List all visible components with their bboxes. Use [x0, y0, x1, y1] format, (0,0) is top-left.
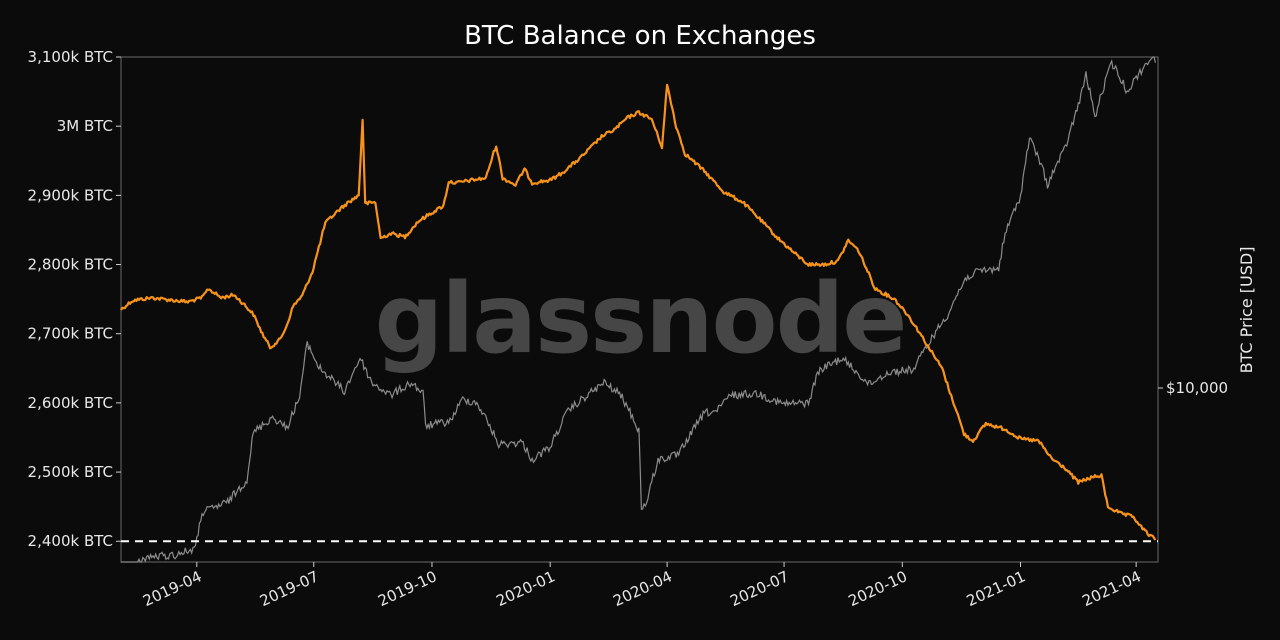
- x-tick-label: 2021-01: [964, 567, 1028, 610]
- left-y-axis: 2,400k BTC 2,500k BTC 2,600k BTC 2,700k BTC…: [28, 48, 121, 550]
- y-tick-label: 2,500k BTC: [28, 463, 113, 481]
- exchange-balance-line: [120, 83, 1157, 541]
- y-tick-label: 2,400k BTC: [28, 532, 113, 550]
- y-tick-label: 2,800k BTC: [28, 256, 113, 274]
- y-tick-label: 2,900k BTC: [28, 186, 113, 204]
- x-tick-label: 2019-10: [375, 567, 439, 610]
- x-tick-label: 2020-07: [727, 567, 791, 610]
- y-tick-label: 3M BTC: [57, 117, 113, 135]
- x-tick-label: 2020-04: [610, 567, 674, 610]
- y-tick-label: 3,100k BTC: [28, 48, 113, 66]
- right-y-tick-label: $10,000: [1166, 379, 1228, 397]
- watermark-logo: glassnode: [375, 263, 906, 375]
- right-y-axis: $10,000: [1158, 379, 1228, 397]
- right-y-axis-label: BTC Price [USD]: [1237, 247, 1256, 374]
- x-tick-label: 2021-04: [1079, 567, 1143, 610]
- chart-title: BTC Balance on Exchanges: [464, 21, 816, 51]
- y-tick-label: 2,600k BTC: [28, 394, 113, 412]
- x-tick-label: 2020-01: [493, 567, 557, 610]
- y-tick-label: 2,700k BTC: [28, 325, 113, 343]
- btc-price-line: [121, 56, 1156, 563]
- x-tick-label: 2019-07: [257, 567, 321, 610]
- x-tick-label: 2020-10: [846, 567, 910, 610]
- x-axis: 2019-04 2019-07 2019-10 2020-01 2020-04 2020-…: [140, 562, 1144, 610]
- x-tick-label: 2019-04: [140, 567, 204, 610]
